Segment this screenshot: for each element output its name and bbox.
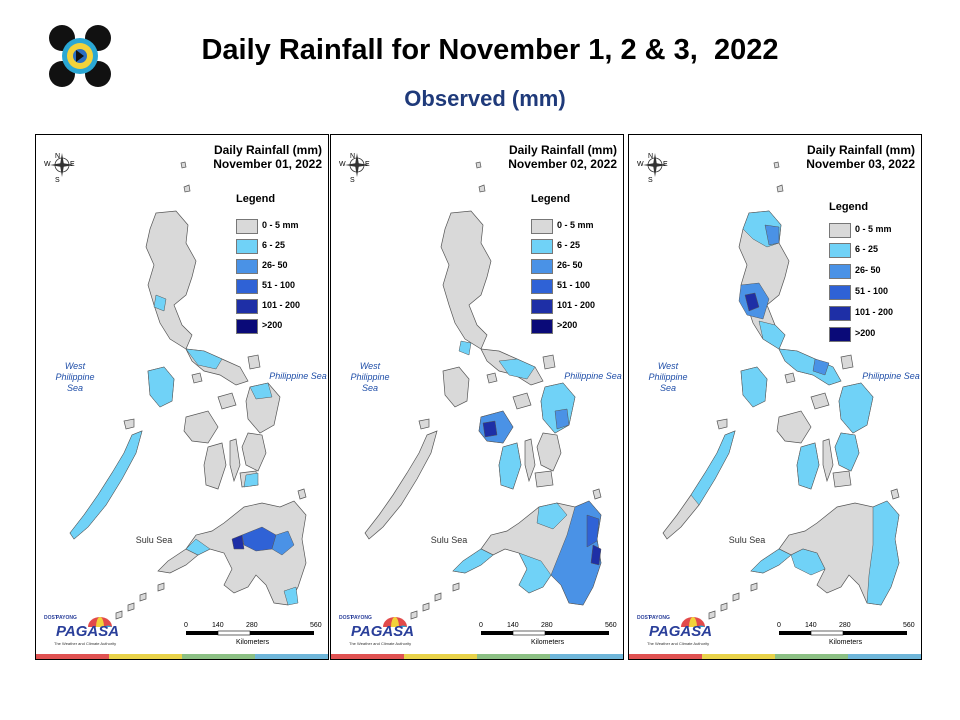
compass-e: E <box>365 161 370 168</box>
pagasa-branding: DOST PAYONG PAGASA The Weather and Clima… <box>637 615 713 646</box>
panel-title: Daily Rainfall (mm) November 01, 2022 <box>213 143 322 171</box>
compass-s: S <box>55 177 60 184</box>
panel-date: November 01, 2022 <box>213 157 322 171</box>
scale-tick: 280 <box>246 622 258 629</box>
color-strip <box>331 654 623 659</box>
compass-w: W <box>44 161 51 168</box>
label-west-philippine-sea: West Philippine Sea <box>55 361 95 393</box>
label-sulu-sea: Sulu Sea <box>728 535 766 545</box>
page-subtitle: Observed (mm) <box>404 86 566 111</box>
color-strip <box>36 654 328 659</box>
scale-unit: Kilometers <box>829 639 863 646</box>
label-west-philippine-sea: West Philippine Sea <box>648 361 688 393</box>
rainfall-map <box>50 153 314 636</box>
rainfall-map <box>345 153 609 636</box>
scale-unit: Kilometers <box>531 639 565 646</box>
label-philippine-sea: Philippine Sea <box>269 371 327 381</box>
scale-tick: 560 <box>903 622 915 629</box>
compass-w: W <box>339 161 346 168</box>
compass-n: N <box>55 153 61 160</box>
compass-n: N <box>350 153 356 160</box>
compass-n: N <box>648 153 654 160</box>
label-sulu-sea: Sulu Sea <box>135 535 173 545</box>
compass-rose-icon <box>50 153 74 177</box>
map-panel-nov-02: Daily Rainfall (mm) November 02, 2022 N … <box>330 134 624 660</box>
scale-tick: 280 <box>839 622 851 629</box>
scale-bar <box>186 630 314 636</box>
label-philippine-sea: Philippine Sea <box>564 371 622 381</box>
scale-tick: 0 <box>479 622 483 629</box>
pagasa-branding: DOST PAYONG PAGASA The Weather and Clima… <box>339 615 415 646</box>
panel-title: Daily Rainfall (mm) November 03, 2022 <box>806 143 915 171</box>
label-philippine-sea: Philippine Sea <box>862 371 920 381</box>
legend-title: Legend <box>236 193 276 205</box>
compass-w: W <box>637 161 644 168</box>
scale-tick: 140 <box>212 622 224 629</box>
compass-s: S <box>350 177 355 184</box>
scale-bar <box>779 630 907 636</box>
legend-title: Legend <box>531 193 571 205</box>
scale-tick: 280 <box>541 622 553 629</box>
panel-title-line1: Daily Rainfall (mm) <box>806 143 915 157</box>
pagasa-branding: DOST PAYONG PAGASA The Weather and Clima… <box>44 615 120 646</box>
map-panel-nov-01: Daily Rainfall (mm) November 01, 2022 N … <box>35 134 329 660</box>
scale-unit: Kilometers <box>236 639 270 646</box>
page-title: Daily Rainfall for November 1, 2 & 3, 20… <box>201 34 779 66</box>
scale-tick: 0 <box>777 622 781 629</box>
scale-tick: 140 <box>805 622 817 629</box>
compass-e: E <box>70 161 75 168</box>
color-strip <box>629 654 921 659</box>
rainfall-map <box>643 153 907 636</box>
label-west-philippine-sea: West Philippine Sea <box>350 361 390 393</box>
scale-tick: 560 <box>605 622 617 629</box>
panel-title-line1: Daily Rainfall (mm) <box>508 143 617 157</box>
panel-date: November 02, 2022 <box>508 157 617 171</box>
legend-title: Legend <box>829 201 869 213</box>
panel-title: Daily Rainfall (mm) November 02, 2022 <box>508 143 617 171</box>
label-sulu-sea: Sulu Sea <box>430 535 468 545</box>
compass-s: S <box>648 177 653 184</box>
scale-tick: 0 <box>184 622 188 629</box>
map-panel-nov-03: Daily Rainfall (mm) November 03, 2022 N … <box>628 134 922 660</box>
scale-tick: 560 <box>310 622 322 629</box>
panel-date: November 03, 2022 <box>806 157 915 171</box>
panel-title-line1: Daily Rainfall (mm) <box>213 143 322 157</box>
scale-bar <box>481 630 609 636</box>
compass-e: E <box>663 161 668 168</box>
scale-tick: 140 <box>507 622 519 629</box>
compass-rose-icon <box>643 153 667 177</box>
pagasa-logo <box>48 24 112 88</box>
compass-rose-icon <box>345 153 369 177</box>
